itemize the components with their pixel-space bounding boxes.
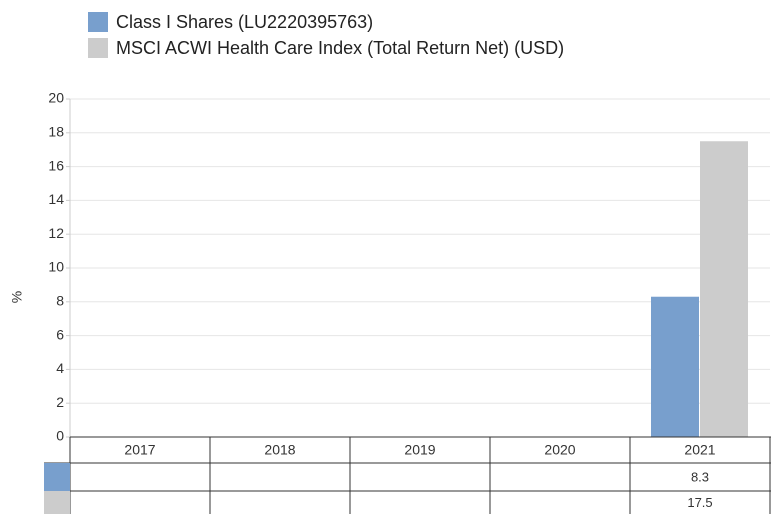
x-tick-label: 2018: [264, 442, 295, 458]
x-tick-label: 2021: [684, 442, 715, 458]
y-tick-label: 6: [56, 326, 64, 342]
x-tick-label: 2019: [404, 442, 435, 458]
legend-label: Class I Shares (LU2220395763): [116, 12, 373, 32]
y-tick-label: 8: [56, 293, 64, 309]
y-tick-label: 0: [56, 428, 64, 444]
y-tick-label: 12: [48, 225, 64, 241]
y-tick-label: 16: [48, 157, 64, 173]
bar: [651, 296, 699, 437]
table-swatch: [44, 463, 70, 491]
x-tick-label: 2020: [544, 442, 575, 458]
y-axis-label: %: [9, 291, 25, 303]
bar: [700, 141, 748, 437]
y-tick-label: 20: [48, 90, 64, 106]
legend-swatch: [88, 38, 108, 58]
y-tick-label: 14: [48, 191, 64, 207]
table-value: 8.3: [691, 469, 709, 484]
table-value: 17.5: [687, 495, 712, 510]
legend-label: MSCI ACWI Health Care Index (Total Retur…: [116, 38, 564, 58]
legend-swatch: [88, 12, 108, 32]
x-tick-label: 2017: [124, 442, 155, 458]
y-tick-label: 18: [48, 124, 64, 140]
y-tick-label: 4: [56, 360, 64, 376]
table-swatch: [44, 491, 70, 514]
y-tick-label: 10: [48, 259, 64, 275]
y-tick-label: 2: [56, 394, 64, 410]
